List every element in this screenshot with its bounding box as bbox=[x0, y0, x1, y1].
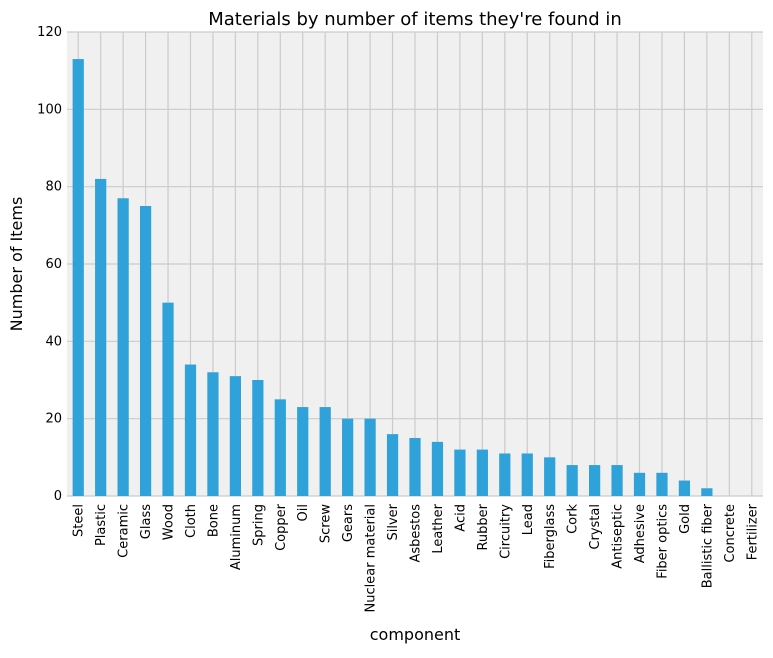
chart-title: Materials by number of items they're fou… bbox=[208, 9, 622, 30]
y-tick-label: 80 bbox=[45, 180, 62, 195]
bar-bone bbox=[207, 372, 219, 496]
x-tick-label: Glass bbox=[139, 504, 154, 539]
x-axis-label: component bbox=[370, 625, 461, 644]
y-axis-label: Number of Items bbox=[7, 197, 26, 332]
bar-rubber bbox=[476, 449, 488, 496]
x-axis-ticks: Steel Plastic Ceramic Glass Wood Cloth Bone Alu… bbox=[72, 503, 761, 612]
x-tick-label: Fiber optics bbox=[655, 504, 670, 579]
bar-glass bbox=[139, 206, 152, 496]
x-tick-label: Cork bbox=[566, 504, 581, 534]
x-tick-label: Cloth bbox=[184, 504, 199, 538]
x-tick-label: Plastic bbox=[94, 504, 109, 546]
x-tick-label: Antiseptic bbox=[611, 504, 626, 569]
x-tick-label: Aluminum bbox=[229, 504, 244, 570]
x-tick-label: Bone bbox=[206, 504, 221, 537]
bar-asbestos bbox=[409, 438, 421, 496]
bar-circuitry bbox=[499, 453, 511, 496]
x-tick-label: Nuclear material bbox=[364, 504, 379, 612]
x-tick-label: Spring bbox=[251, 504, 266, 546]
x-tick-label: Acid bbox=[453, 504, 468, 532]
bar-fiberglass bbox=[544, 457, 556, 496]
x-tick-label: Silver bbox=[386, 503, 401, 540]
bar-ballistic-fiber bbox=[701, 488, 713, 496]
bar-antiseptic bbox=[611, 465, 623, 496]
bar-cloth bbox=[184, 364, 197, 496]
bar-crystal bbox=[589, 465, 601, 496]
x-tick-label: Gold bbox=[678, 504, 693, 534]
bar-screw bbox=[319, 407, 331, 496]
bar-gears bbox=[342, 418, 354, 496]
bar-steel bbox=[72, 59, 84, 497]
x-tick-label: Steel bbox=[72, 504, 87, 537]
x-tick-label: Gears bbox=[341, 504, 356, 542]
x-tick-label: Fertilizer bbox=[745, 503, 760, 560]
x-tick-label: Copper bbox=[274, 503, 289, 551]
bar-lead bbox=[521, 453, 533, 496]
y-tick-label: 100 bbox=[37, 102, 62, 117]
y-tick-label: 0 bbox=[54, 489, 62, 504]
x-tick-label: Wood bbox=[162, 504, 177, 540]
x-tick-label: Lead bbox=[521, 504, 536, 535]
y-tick-label: 120 bbox=[37, 25, 62, 40]
x-tick-label: Asbestos bbox=[409, 504, 424, 563]
x-tick-label: Circuitry bbox=[498, 504, 513, 559]
bar-adhesive bbox=[633, 472, 646, 496]
x-tick-label: Adhesive bbox=[633, 504, 648, 563]
x-tick-label: Rubber bbox=[476, 503, 491, 550]
x-tick-label: Oil bbox=[296, 504, 311, 521]
bar-ceramic bbox=[117, 198, 129, 496]
x-tick-label: Fiberglass bbox=[543, 504, 558, 569]
bar-aluminum bbox=[229, 376, 241, 496]
y-axis-ticks: 0 20 40 60 80 100 120 bbox=[37, 25, 62, 504]
x-tick-label: Ceramic bbox=[117, 504, 132, 558]
bars bbox=[72, 59, 713, 497]
bar-nuclear-material bbox=[364, 418, 376, 496]
bar-silver bbox=[386, 434, 399, 496]
bar-gold bbox=[678, 480, 691, 496]
x-tick-label: Crystal bbox=[588, 504, 603, 550]
bar-leather bbox=[431, 441, 444, 496]
bar-plastic bbox=[95, 178, 107, 496]
bar-copper bbox=[274, 399, 286, 496]
x-tick-label: Leather bbox=[431, 503, 446, 553]
y-tick-label: 40 bbox=[45, 334, 62, 349]
bar-fiber-optics bbox=[656, 472, 668, 496]
x-tick-label: Concrete bbox=[723, 504, 738, 563]
bar-wood bbox=[162, 302, 174, 496]
bar-spring bbox=[252, 380, 264, 496]
x-tick-label: Ballistic fiber bbox=[700, 503, 715, 588]
y-tick-label: 60 bbox=[45, 257, 62, 272]
y-tick-label: 20 bbox=[45, 412, 62, 427]
bar-cork bbox=[566, 465, 578, 496]
bar-acid bbox=[454, 449, 466, 496]
x-tick-label: Screw bbox=[319, 504, 334, 543]
bar-oil bbox=[297, 407, 309, 496]
